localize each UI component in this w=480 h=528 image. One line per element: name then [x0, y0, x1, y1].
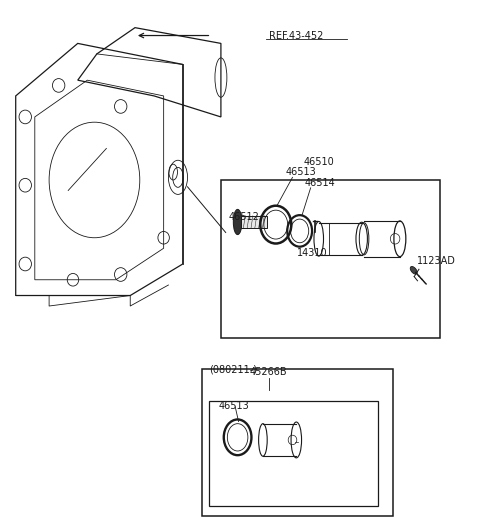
Text: 46510: 46510 [303, 157, 334, 167]
Bar [241, 215, 267, 228]
Ellipse shape [410, 267, 417, 274]
Text: 46513: 46513 [218, 401, 249, 411]
Bar [202, 369, 393, 516]
Text: 1123AD: 1123AD [417, 257, 456, 266]
Ellipse shape [233, 210, 242, 234]
Text: 45266B: 45266B [250, 367, 288, 377]
Text: 46514: 46514 [304, 178, 335, 188]
Text: 46512: 46512 [228, 212, 259, 222]
Bar [209, 401, 378, 506]
Text: 14310: 14310 [297, 248, 328, 258]
Bar [221, 180, 441, 337]
Text: 46513: 46513 [285, 167, 316, 177]
Text: (080211-): (080211-) [209, 364, 257, 374]
Text: REF.43-452: REF.43-452 [269, 31, 323, 41]
